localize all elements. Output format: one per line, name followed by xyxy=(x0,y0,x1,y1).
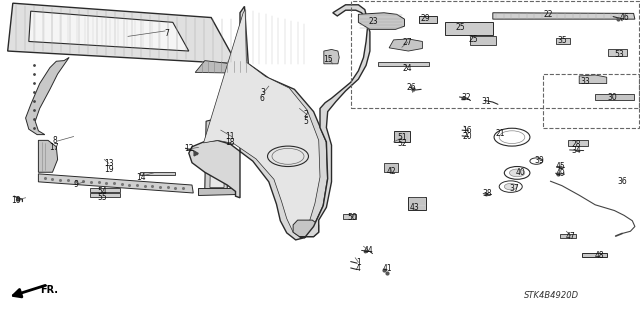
Text: 44: 44 xyxy=(364,246,374,255)
Polygon shape xyxy=(595,94,634,100)
Bar xyxy=(470,36,496,45)
Polygon shape xyxy=(38,174,193,193)
Text: 17: 17 xyxy=(49,143,60,152)
Text: 9: 9 xyxy=(73,180,78,189)
Text: 37: 37 xyxy=(509,184,520,193)
Text: 16: 16 xyxy=(462,126,472,135)
Text: 52: 52 xyxy=(397,139,407,148)
Bar xyxy=(384,163,398,172)
Bar xyxy=(408,197,426,210)
Bar xyxy=(582,253,607,257)
Text: 4: 4 xyxy=(356,264,361,273)
Text: 6: 6 xyxy=(260,94,265,103)
Polygon shape xyxy=(358,13,404,29)
Polygon shape xyxy=(579,75,607,84)
Circle shape xyxy=(504,183,517,190)
Bar xyxy=(556,38,570,44)
Bar xyxy=(560,234,576,238)
Polygon shape xyxy=(389,39,422,51)
Bar xyxy=(343,214,356,219)
Polygon shape xyxy=(195,61,253,73)
Text: 33: 33 xyxy=(580,77,591,86)
Text: 45: 45 xyxy=(556,162,566,171)
Text: 53: 53 xyxy=(614,50,624,59)
Bar xyxy=(568,140,588,146)
Circle shape xyxy=(509,169,525,177)
Polygon shape xyxy=(198,188,236,195)
Text: 51: 51 xyxy=(397,133,407,142)
Text: 43: 43 xyxy=(410,203,420,212)
Text: 39: 39 xyxy=(534,156,544,165)
Polygon shape xyxy=(210,121,225,188)
Text: 55: 55 xyxy=(97,193,108,202)
Text: 25: 25 xyxy=(456,23,466,32)
Text: 48: 48 xyxy=(594,251,604,260)
Text: 24: 24 xyxy=(403,64,413,73)
Text: 1: 1 xyxy=(356,258,361,267)
Polygon shape xyxy=(293,220,319,237)
Bar xyxy=(140,172,175,175)
Text: FR.: FR. xyxy=(40,285,58,295)
Text: 3: 3 xyxy=(260,88,265,97)
Text: 31: 31 xyxy=(481,97,492,106)
Text: 8: 8 xyxy=(52,137,57,145)
Text: 29: 29 xyxy=(420,14,431,23)
Text: 47: 47 xyxy=(566,232,576,241)
Text: 42: 42 xyxy=(387,167,397,176)
Text: 41: 41 xyxy=(383,264,393,273)
Text: 23: 23 xyxy=(368,17,378,26)
Text: 34: 34 xyxy=(571,146,581,155)
Text: 13: 13 xyxy=(104,159,114,168)
Text: 54: 54 xyxy=(97,187,108,196)
Text: 49: 49 xyxy=(556,169,566,178)
Polygon shape xyxy=(29,11,189,51)
Text: 30: 30 xyxy=(607,93,618,102)
Text: 25: 25 xyxy=(468,35,479,44)
Text: 2: 2 xyxy=(303,110,308,119)
Text: 22: 22 xyxy=(543,11,552,19)
Polygon shape xyxy=(204,10,320,237)
Text: 40: 40 xyxy=(516,168,526,177)
Bar xyxy=(543,74,639,128)
Bar xyxy=(90,193,120,197)
Text: 15: 15 xyxy=(323,55,333,63)
Polygon shape xyxy=(205,119,229,189)
Text: 19: 19 xyxy=(104,165,114,174)
Text: 20: 20 xyxy=(462,132,472,141)
Polygon shape xyxy=(493,13,635,19)
Bar xyxy=(351,1,639,108)
Text: 35: 35 xyxy=(557,36,567,45)
Text: 36: 36 xyxy=(617,177,627,186)
Polygon shape xyxy=(38,140,58,172)
Text: 50: 50 xyxy=(347,213,357,222)
Text: 46: 46 xyxy=(619,13,629,22)
Bar xyxy=(378,62,429,66)
Text: 32: 32 xyxy=(461,93,471,102)
Text: 27: 27 xyxy=(403,38,413,47)
Polygon shape xyxy=(8,3,237,64)
Bar xyxy=(394,131,410,142)
Text: 38: 38 xyxy=(483,189,493,198)
Polygon shape xyxy=(300,5,370,238)
Text: 18: 18 xyxy=(226,138,235,147)
Text: 7: 7 xyxy=(164,29,169,38)
Polygon shape xyxy=(324,49,339,64)
Text: 12: 12 xyxy=(184,145,193,153)
Polygon shape xyxy=(26,57,69,135)
Bar xyxy=(90,188,120,192)
Text: 10: 10 xyxy=(11,196,21,204)
Polygon shape xyxy=(189,6,328,240)
Bar xyxy=(608,49,627,56)
Text: 11: 11 xyxy=(226,132,235,141)
Bar xyxy=(419,16,437,23)
Text: 21: 21 xyxy=(496,129,505,138)
Bar xyxy=(445,22,493,35)
Text: 28: 28 xyxy=(572,140,580,149)
Text: STK4B4920D: STK4B4920D xyxy=(524,291,579,300)
Text: 5: 5 xyxy=(303,117,308,126)
Text: 14: 14 xyxy=(136,173,146,182)
Text: 26: 26 xyxy=(406,83,417,92)
